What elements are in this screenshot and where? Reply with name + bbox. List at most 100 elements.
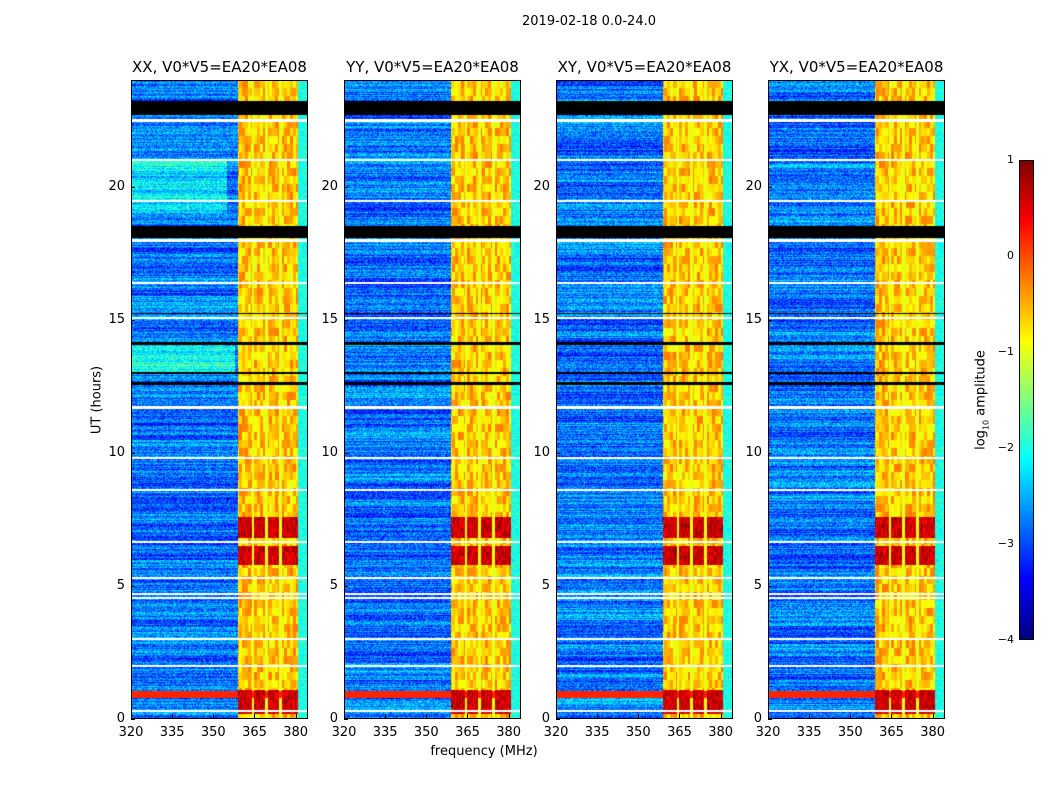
x-tick-mark — [809, 714, 811, 718]
y-axis-label: UT (hours) — [89, 365, 105, 435]
spectrogram-yy — [344, 80, 521, 719]
x-tick-mark — [467, 714, 469, 718]
x-tick-label: 365 — [879, 725, 904, 740]
y-tick-label: 5 — [329, 577, 338, 593]
spectrogram-xx — [131, 80, 308, 719]
x-tick-mark — [638, 714, 640, 718]
x-tick-label: 380 — [920, 725, 946, 740]
y-tick-mark — [131, 319, 135, 321]
x-tick-mark — [597, 714, 599, 718]
x-axis-label: frequency (MHz) — [430, 744, 538, 759]
x-tick-mark — [254, 714, 256, 718]
x-tick-mark — [213, 714, 215, 718]
colorbar-tick-label: 1 — [1007, 153, 1014, 166]
x-tick-mark — [385, 714, 387, 718]
x-tick-label: 320 — [118, 725, 144, 740]
colorbar-tick-label: 0 — [1007, 249, 1014, 262]
y-tick-label: 5 — [541, 577, 550, 593]
y-tick-label: 15 — [321, 311, 338, 327]
y-tick-mark — [344, 719, 348, 720]
x-tick-label: 365 — [455, 725, 480, 740]
y-tick-label: 0 — [329, 711, 338, 726]
x-tick-mark — [932, 714, 934, 718]
y-tick-label: 10 — [533, 444, 550, 460]
y-tick-label: 15 — [108, 311, 125, 327]
x-tick-label: 365 — [242, 725, 267, 740]
y-tick-label: 0 — [541, 711, 550, 726]
x-tick-mark — [850, 714, 852, 718]
y-tick-mark — [131, 452, 135, 454]
y-tick-label: 15 — [533, 311, 550, 327]
x-tick-mark — [344, 714, 345, 718]
panel-yx: YX, V0*V5=EA20*EA08 0 5 10 15 20 320 335 350 365 3… — [745, 58, 945, 740]
y-tick-label: 15 — [745, 311, 762, 327]
x-tick-label: 350 — [837, 725, 863, 740]
x-tick-label: 335 — [796, 725, 822, 740]
colorbar — [1019, 160, 1034, 640]
y-tick-mark — [556, 719, 560, 720]
colorbar-label: log10 amplitude — [974, 350, 991, 450]
y-tick-label: 10 — [108, 444, 125, 460]
y-tick-mark — [556, 319, 560, 321]
x-tick-label: 350 — [625, 725, 651, 740]
y-tick-label: 20 — [321, 178, 338, 194]
spectrogram-yx — [768, 80, 945, 719]
y-tick-mark — [344, 452, 348, 454]
panel-title: YX, V0*V5=EA20*EA08 — [769, 58, 944, 76]
y-tick-mark — [556, 452, 560, 454]
x-tick-label: 335 — [372, 725, 398, 740]
panel-xx: XX, V0*V5=EA20*EA08 0 5 10 15 20 320 335 350 365 3… — [108, 58, 308, 740]
y-tick-label: 0 — [116, 711, 125, 726]
colorbar-label-rest: amplitude — [973, 350, 989, 420]
panel-title: XY, V0*V5=EA20*EA08 — [557, 58, 732, 76]
y-tick-mark — [768, 186, 772, 188]
spectrogram-xy — [556, 80, 733, 719]
y-tick-mark — [344, 585, 348, 587]
y-tick-label: 20 — [108, 178, 125, 194]
y-tick-label: 10 — [321, 444, 338, 460]
y-tick-mark — [344, 186, 348, 188]
y-tick-mark — [344, 319, 348, 321]
x-tick-label: 320 — [543, 725, 569, 740]
figure-title: 2019-02-18 0.0-24.0 — [522, 14, 656, 29]
y-tick-mark — [556, 585, 560, 587]
colorbar-label-main: log — [973, 430, 989, 450]
x-tick-label: 350 — [413, 725, 439, 740]
y-tick-mark — [768, 452, 772, 454]
x-tick-mark — [679, 714, 681, 718]
x-tick-label: 380 — [708, 725, 734, 740]
colorbar-tick-label: −2 — [997, 441, 1014, 454]
x-tick-mark — [556, 714, 557, 718]
x-tick-mark — [295, 714, 297, 718]
x-tick-label: 335 — [159, 725, 185, 740]
y-tick-mark — [768, 719, 772, 720]
panel-title: YY, V0*V5=EA20*EA08 — [346, 58, 519, 76]
x-tick-mark — [131, 714, 132, 718]
y-tick-mark — [768, 319, 772, 321]
y-tick-mark — [556, 186, 560, 188]
x-tick-mark — [426, 714, 428, 718]
panel-title: XX, V0*V5=EA20*EA08 — [132, 58, 307, 76]
y-tick-mark — [768, 585, 772, 587]
y-tick-label: 20 — [745, 178, 762, 194]
colorbar-tick-label: −3 — [997, 537, 1014, 550]
panel-yy: YY, V0*V5=EA20*EA08 0 5 10 15 20 320 335 350 365 3… — [321, 58, 521, 740]
colorbar-label-sub: 10 — [981, 419, 991, 431]
colorbar-tick-label: −4 — [997, 633, 1014, 646]
y-tick-label: 10 — [745, 444, 762, 460]
panel-xy: XY, V0*V5=EA20*EA08 0 5 10 15 20 320 335 350 365 3… — [533, 58, 733, 740]
x-tick-mark — [172, 714, 174, 718]
y-tick-label: 20 — [533, 178, 550, 194]
y-tick-mark — [131, 186, 135, 188]
y-tick-label: 5 — [116, 577, 125, 593]
x-tick-label: 350 — [200, 725, 226, 740]
y-tick-mark — [131, 585, 135, 587]
x-tick-label: 380 — [496, 725, 522, 740]
y-tick-label: 0 — [753, 711, 762, 726]
x-tick-label: 320 — [331, 725, 357, 740]
x-tick-mark — [720, 714, 722, 718]
colorbar-tick-label: −1 — [997, 345, 1014, 358]
x-tick-label: 365 — [667, 725, 692, 740]
y-tick-label: 5 — [753, 577, 762, 593]
